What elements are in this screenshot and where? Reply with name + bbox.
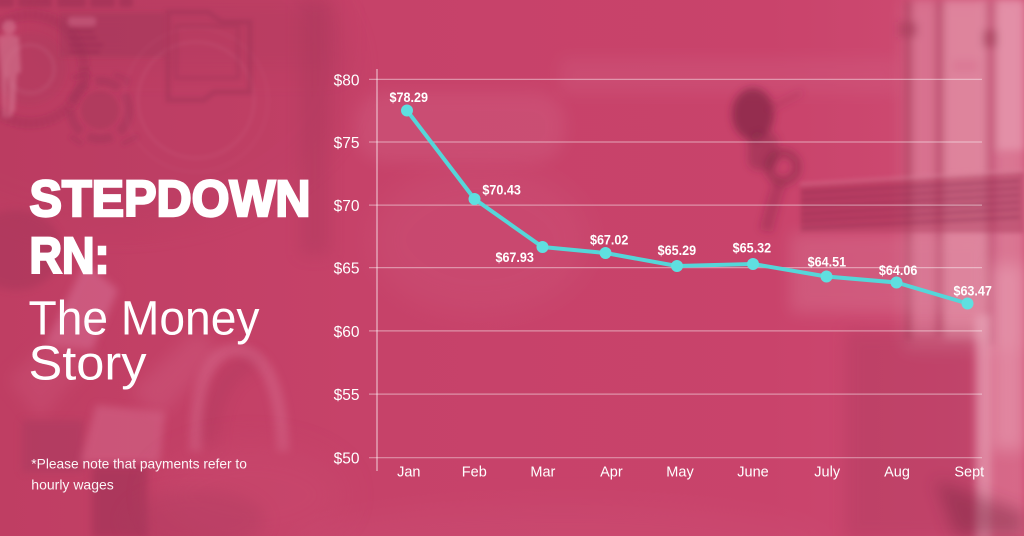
svg-text:The Money: The Money: [29, 293, 260, 346]
svg-text:$67.93: $67.93: [495, 249, 534, 265]
svg-text:May: May: [666, 465, 694, 481]
svg-text:$60: $60: [334, 324, 360, 341]
svg-text:$67.02: $67.02: [590, 232, 629, 248]
svg-text:July: July: [814, 465, 841, 481]
svg-text:RN:: RN:: [30, 227, 110, 284]
svg-text:*Please note that payments ref: *Please note that payments refer to: [31, 456, 247, 472]
svg-text:$65: $65: [334, 261, 360, 278]
svg-text:$50: $50: [334, 451, 360, 468]
svg-text:$78.29: $78.29: [390, 89, 429, 105]
svg-text:$70.43: $70.43: [482, 182, 521, 198]
svg-text:$55: $55: [334, 387, 360, 404]
svg-text:$64.06: $64.06: [879, 262, 918, 278]
svg-text:$63.47: $63.47: [953, 283, 992, 299]
svg-text:$65.29: $65.29: [658, 242, 697, 258]
svg-text:$75: $75: [334, 135, 360, 152]
svg-text:$65.32: $65.32: [733, 240, 772, 256]
svg-text:Sept: Sept: [954, 465, 984, 481]
svg-text:$80: $80: [334, 72, 360, 89]
svg-text:Feb: Feb: [462, 465, 487, 481]
svg-text:Story: Story: [29, 338, 147, 391]
svg-text:$70: $70: [334, 198, 360, 215]
svg-text:Aug: Aug: [884, 465, 910, 481]
svg-text:$64.51: $64.51: [808, 254, 847, 270]
svg-text:Jan: Jan: [397, 465, 420, 481]
svg-text:STEPDOWN: STEPDOWN: [30, 170, 311, 227]
svg-text:Mar: Mar: [530, 465, 555, 481]
svg-text:Apr: Apr: [600, 465, 623, 481]
svg-text:June: June: [737, 465, 768, 481]
svg-text:hourly wages: hourly wages: [31, 477, 114, 493]
